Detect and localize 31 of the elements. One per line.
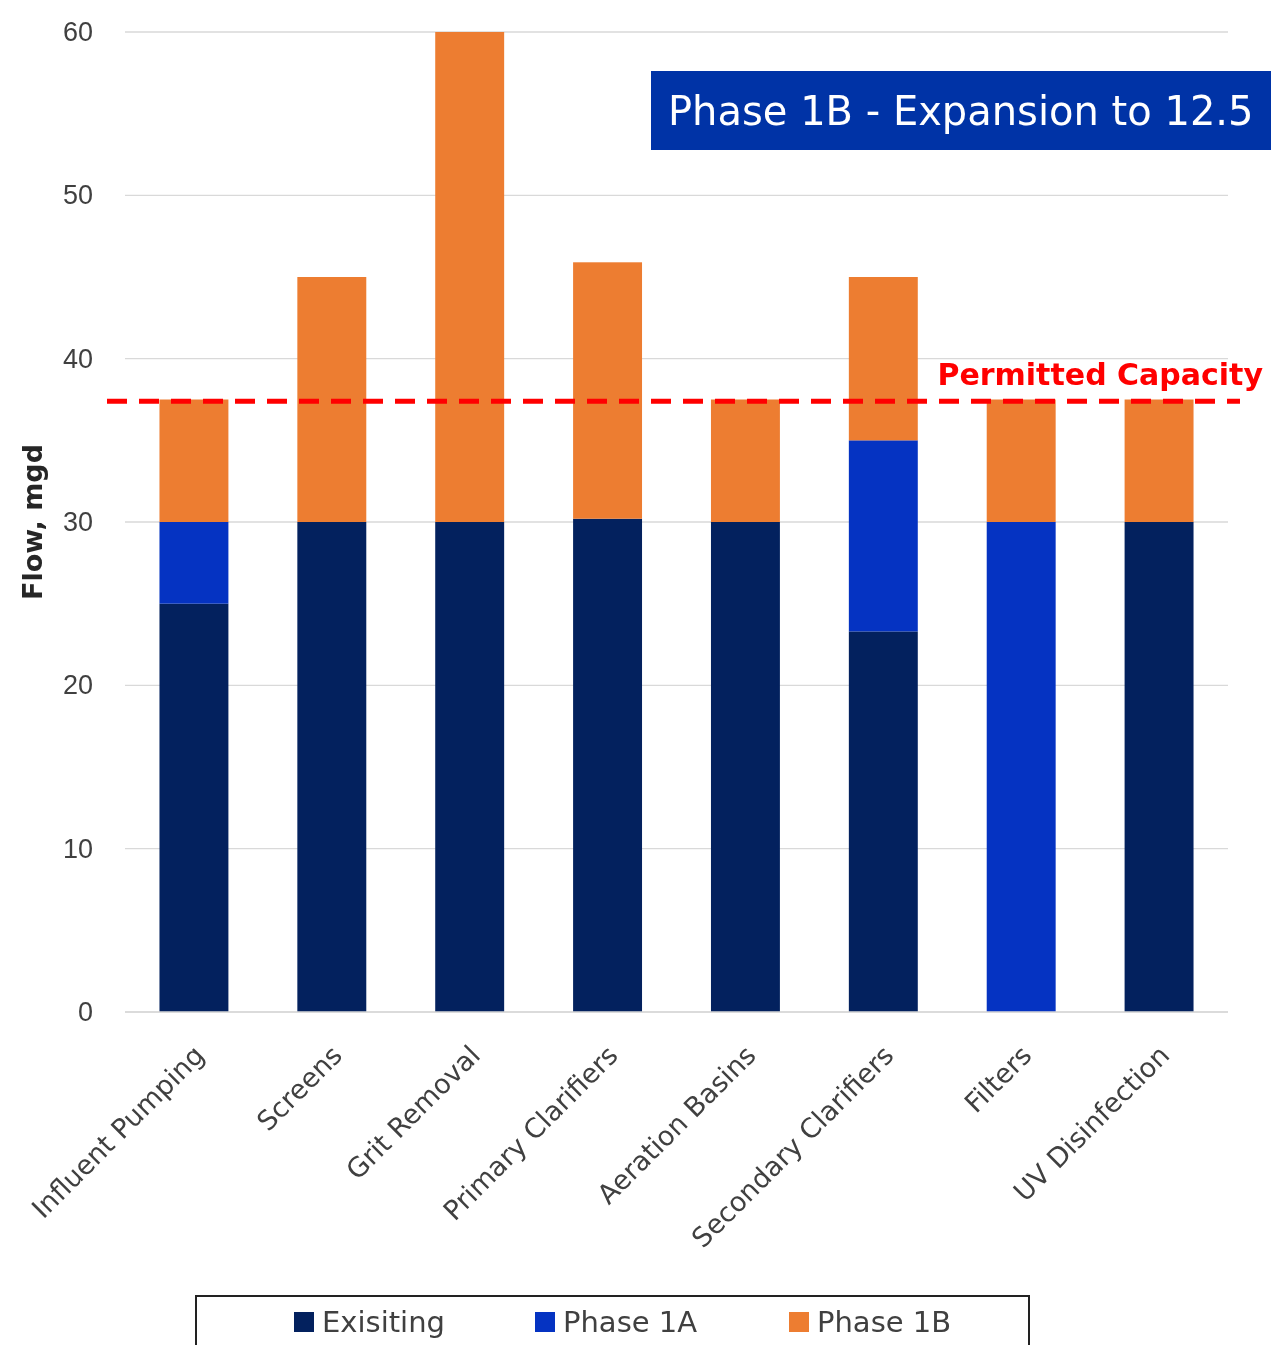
bar <box>573 518 643 1012</box>
bar <box>297 277 367 522</box>
bar <box>710 399 780 522</box>
bar <box>435 522 505 1012</box>
y-tick-label: 0 <box>77 997 93 1028</box>
bar <box>159 399 229 522</box>
bar <box>159 522 229 604</box>
y-tick-label: 10 <box>62 833 93 864</box>
bar <box>848 440 918 632</box>
y-tick-label: 20 <box>62 670 93 701</box>
legend-label: Exisiting <box>322 1305 445 1339</box>
bar <box>435 32 505 522</box>
text: Phase 1B - Expansion to 12.5 <box>668 88 1254 134</box>
bar <box>573 262 643 519</box>
y-axis-title: Flow, mgd <box>17 444 48 600</box>
bar <box>1124 522 1194 1012</box>
legend-label: Phase 1B <box>817 1305 952 1339</box>
bar <box>986 399 1056 522</box>
y-tick-label: 50 <box>62 180 93 211</box>
bar <box>710 522 780 1012</box>
y-tick-label: 40 <box>62 343 93 374</box>
y-tick-label: 60 <box>62 17 93 48</box>
bar <box>1124 399 1194 522</box>
ref-line-label: Permitted Capacity <box>937 357 1264 393</box>
bar <box>848 277 918 441</box>
bar <box>848 631 918 1012</box>
bar <box>159 603 229 1012</box>
legend-label: Phase 1A <box>563 1305 698 1339</box>
y-tick-label: 30 <box>62 507 93 538</box>
bar <box>297 522 367 1012</box>
bar <box>986 522 1056 1012</box>
